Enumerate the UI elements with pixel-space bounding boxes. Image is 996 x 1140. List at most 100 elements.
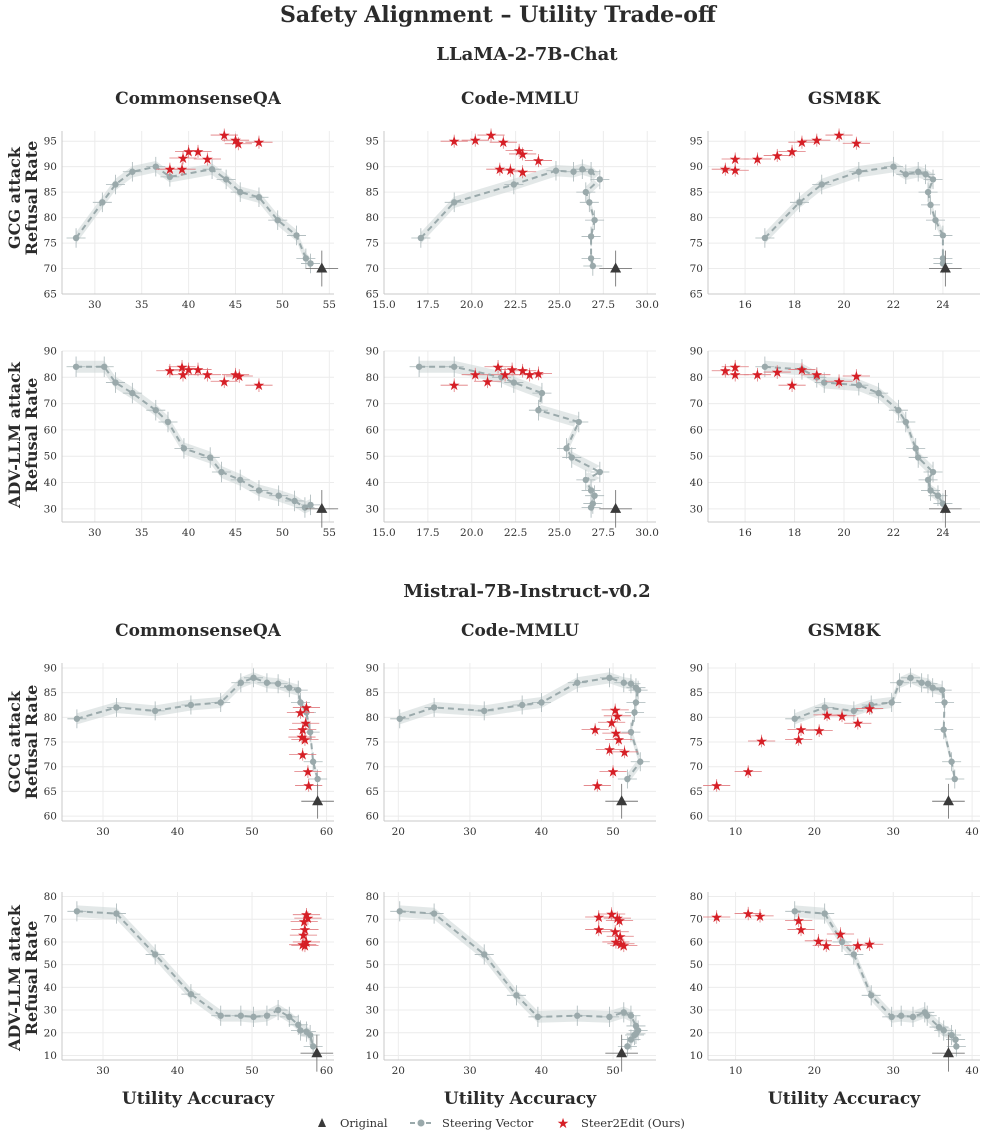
steer2edit-point: ★: [497, 135, 510, 151]
steering-point: [563, 445, 570, 452]
steering-point: [187, 990, 195, 998]
x-tick-label: 10: [729, 826, 742, 838]
y-tick-label: 80: [366, 712, 379, 724]
steer2edit-point: ★: [296, 730, 309, 746]
steer2edit-point: ★: [614, 929, 627, 945]
y-tick-label: 85: [366, 687, 379, 699]
steering-point: [129, 389, 136, 397]
y-tick-label: 75: [44, 737, 57, 749]
steer2edit-point: ★: [863, 701, 876, 717]
steering-point: [855, 382, 863, 389]
steering-point: [166, 173, 174, 181]
y-tick-label: 85: [690, 687, 703, 699]
steer2edit-point: ★: [299, 716, 312, 732]
subplot-title: Code-MMLU: [461, 621, 579, 641]
x-tick-label: 18: [788, 527, 801, 539]
original-point: [316, 262, 328, 273]
steering-point: [632, 699, 640, 706]
x-tick-label: 20: [808, 826, 821, 838]
y-tick-label: 30: [366, 1005, 379, 1017]
y-tick-label: 50: [690, 959, 703, 971]
steering-point: [589, 262, 597, 270]
steer2edit-point: ★: [294, 705, 307, 721]
subplot-title: CommonsenseQA: [115, 621, 281, 641]
x-tick-label: 30: [88, 299, 101, 311]
steer2edit-point: ★: [834, 927, 847, 943]
steering-point: [250, 674, 257, 682]
steer2edit-point: ★: [719, 364, 732, 380]
steering-point: [263, 679, 271, 686]
steer2edit-point: ★: [612, 733, 625, 749]
y-tick-label: 95: [366, 136, 379, 148]
steering-point: [761, 363, 769, 370]
steer2edit-point: ★: [192, 144, 205, 160]
steer2edit-point: ★: [299, 938, 312, 954]
steering-point: [286, 1013, 293, 1021]
steer2edit-point: ★: [448, 378, 461, 394]
steering-point: [417, 234, 425, 242]
x-tick-label: 17.5: [416, 527, 439, 539]
legend-steer2edit-label: Steer2Edit (Ours): [581, 1116, 685, 1130]
steer2edit-point: ★: [201, 368, 214, 384]
steering-point: [112, 181, 119, 188]
row-label-mistral-gcg-line1: GCG attack: [5, 690, 24, 793]
steering-point: [934, 492, 942, 499]
steering-point: [596, 468, 604, 476]
chart-panel: 65 70 75 80 85 90 95 15.0 17.5 20.0 22.5 25.0 27.5 30…: [366, 89, 659, 311]
original-point: [610, 262, 622, 273]
steering-point: [586, 199, 593, 206]
x-tick-label: 60: [320, 1065, 333, 1077]
steering-band: [76, 360, 311, 514]
steering-point: [286, 684, 293, 691]
steer2edit-point: ★: [218, 374, 231, 390]
y-tick-label: 40: [690, 477, 703, 489]
x-tick-label: 15.0: [372, 527, 395, 539]
x-tick-label: 40: [182, 527, 195, 539]
steering-point: [761, 234, 769, 242]
steering-point: [72, 234, 80, 242]
steering-point: [152, 163, 159, 170]
steer2edit-point: ★: [795, 723, 808, 739]
y-tick-label: 75: [366, 238, 379, 250]
steering-point: [582, 188, 590, 196]
steering-point: [929, 684, 936, 691]
steering-point: [217, 1012, 224, 1019]
steer2edit-point: ★: [755, 734, 768, 750]
steer2edit-point: ★: [786, 378, 799, 394]
y-tick-label: 85: [690, 187, 703, 199]
x-tick-label: 25.0: [548, 527, 571, 539]
row-label-mistral-adv-line1: ADV-LLM attack: [5, 904, 24, 1052]
x-tick-label: 40: [535, 826, 548, 838]
steering-point: [579, 166, 586, 173]
y-tick-label: 30: [44, 503, 57, 515]
steering-point: [596, 176, 604, 183]
steering-point: [297, 699, 304, 706]
steering-point: [291, 497, 298, 505]
steering-point: [274, 680, 282, 687]
y-tick-label: 40: [690, 982, 703, 994]
y-tick-label: 75: [690, 737, 703, 749]
y-tick-label: 70: [690, 914, 703, 926]
steering-point: [129, 168, 136, 175]
steer2edit-point: ★: [821, 708, 834, 724]
chart-panel: 30 40 50 60 70 80 90 15.0 17.5 20.0 22.5 25.0 27.5 30…: [366, 346, 659, 540]
steering-point: [631, 1031, 638, 1039]
steer2edit-point: ★: [164, 364, 177, 380]
y-tick-label: 65: [366, 786, 379, 798]
y-tick-label: 30: [690, 503, 703, 515]
steer2edit-point: ★: [605, 715, 618, 731]
x-tick-label: 22.5: [504, 299, 527, 311]
row-label-mistral-adv-line2: Refusal Rate: [22, 921, 41, 1036]
steering-point: [73, 908, 81, 915]
steering-point: [430, 910, 438, 917]
row-label-llama-gcg-line2: Refusal Rate: [22, 141, 41, 256]
steering-point: [538, 699, 545, 706]
steering-point: [113, 910, 120, 917]
steer2edit-point: ★: [792, 913, 805, 929]
y-tick-label: 90: [366, 161, 379, 173]
